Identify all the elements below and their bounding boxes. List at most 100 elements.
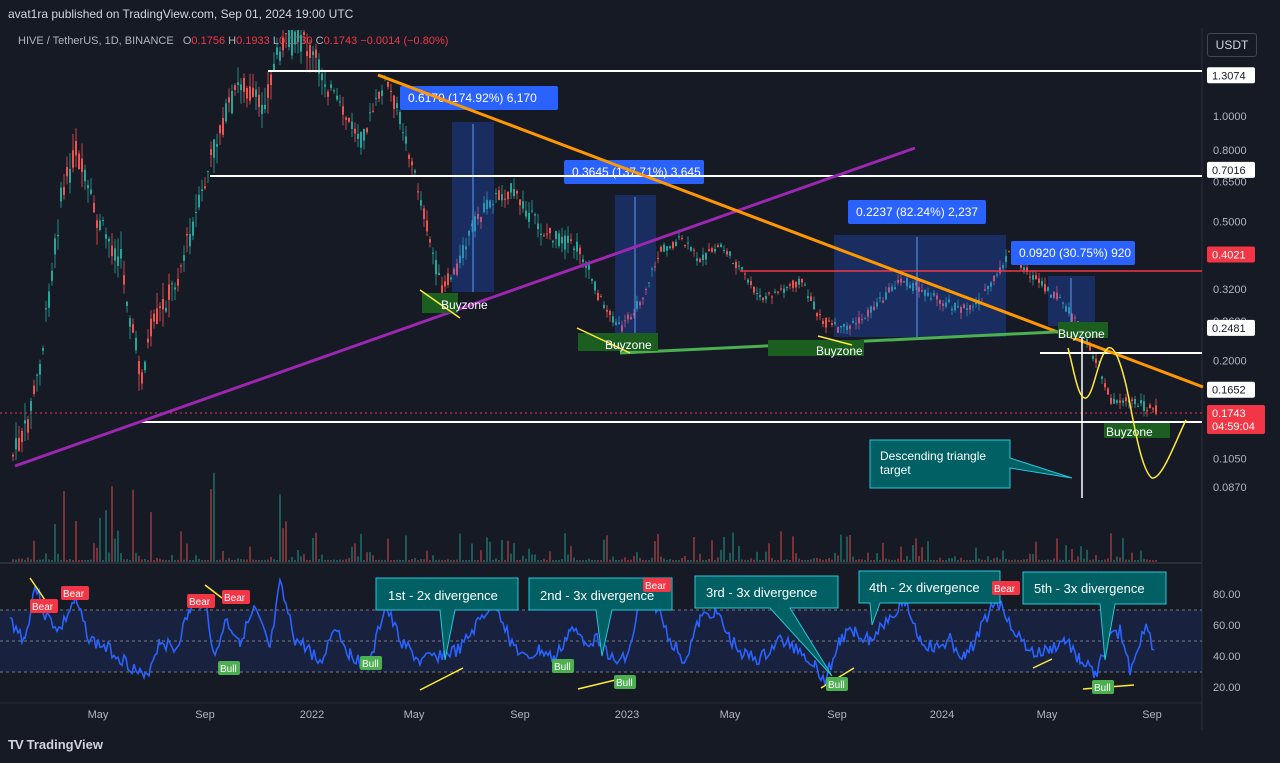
volume-bar bbox=[540, 560, 542, 562]
candle-body bbox=[633, 313, 635, 316]
volume-bar bbox=[111, 486, 113, 562]
candle-body bbox=[1134, 398, 1136, 405]
volume-bar bbox=[459, 533, 461, 562]
tradingview-footer[interactable]: TV TradingView bbox=[8, 737, 103, 752]
volume-bar bbox=[261, 559, 263, 562]
divergence-callout-3[interactable]: 3rd - 3x divergence bbox=[694, 575, 839, 677]
candle-body bbox=[156, 308, 158, 324]
divergence-callout-4[interactable]: 4th - 2x divergence bbox=[858, 570, 1001, 626]
candle-body bbox=[558, 233, 560, 247]
candle-body bbox=[438, 273, 440, 275]
volume-bar bbox=[786, 559, 788, 562]
symbol-name[interactable]: HIVE / TetherUS, 1D, BINANCE bbox=[18, 35, 174, 47]
volume-bar bbox=[495, 558, 497, 562]
candle-body bbox=[507, 191, 509, 200]
divergence-callout-1[interactable]: 1st - 2x divergence bbox=[375, 577, 519, 661]
volume-bar bbox=[507, 540, 509, 562]
volume-bar bbox=[1131, 552, 1133, 562]
volume-bar bbox=[237, 558, 239, 562]
target-callout[interactable]: Descending triangle target bbox=[869, 439, 1073, 489]
purple-trendline[interactable] bbox=[14, 146, 916, 468]
volume-bar bbox=[756, 551, 758, 562]
volume-bar bbox=[606, 535, 608, 562]
price-level-tag-bg bbox=[1207, 319, 1255, 336]
candle-body bbox=[45, 308, 47, 310]
buyzone-4[interactable]: Buyzone bbox=[1058, 322, 1108, 341]
candle-body bbox=[93, 202, 95, 213]
bull-label-1: Bull bbox=[218, 661, 240, 675]
volume-bar bbox=[321, 554, 323, 562]
volume-bar bbox=[144, 558, 146, 562]
price-tick-label: 0.2000 bbox=[1213, 356, 1247, 368]
volume-bar bbox=[993, 558, 995, 562]
candle-body bbox=[273, 63, 275, 71]
volume-bar bbox=[891, 560, 893, 562]
volume-bar bbox=[387, 538, 389, 562]
candle-body bbox=[150, 318, 152, 337]
candle-body bbox=[798, 278, 800, 285]
candle-body bbox=[705, 253, 707, 260]
divergence-callout-2[interactable]: 2nd - 3x divergence bbox=[528, 577, 673, 657]
currency-button[interactable]: USDT bbox=[1207, 33, 1257, 57]
volume-bar bbox=[42, 559, 44, 562]
candle-body bbox=[543, 235, 545, 237]
volume-bar bbox=[1101, 559, 1103, 562]
bear-label-3: Bear bbox=[187, 594, 215, 608]
volume-bar bbox=[510, 553, 512, 562]
candle-body bbox=[1113, 398, 1115, 404]
candle-body bbox=[651, 268, 653, 270]
volume-bar bbox=[864, 559, 866, 562]
candle-body bbox=[888, 287, 890, 293]
volume-bar bbox=[1092, 559, 1094, 562]
volume-bar bbox=[1155, 560, 1157, 562]
buyzone-1[interactable]: Buyzone bbox=[419, 289, 488, 319]
svg-text:Bull: Bull bbox=[1094, 683, 1111, 694]
volume-bar bbox=[354, 543, 356, 562]
buyzone-5[interactable]: Buyzone bbox=[1104, 423, 1170, 439]
measure-box-4[interactable]: 0.0920 (30.75%) 920 bbox=[1011, 241, 1135, 326]
svg-text:3rd - 3x divergence: 3rd - 3x divergence bbox=[706, 585, 817, 600]
projection-curve[interactable] bbox=[1067, 346, 1187, 479]
candle-body bbox=[930, 298, 932, 300]
candle-body bbox=[738, 265, 740, 267]
volume-bar bbox=[1056, 538, 1058, 562]
candle-body bbox=[1131, 399, 1133, 401]
volume-bar bbox=[819, 558, 821, 562]
volume-bar bbox=[1038, 559, 1040, 562]
candle-body bbox=[504, 198, 506, 200]
volume-bar bbox=[57, 553, 59, 562]
volume-bar bbox=[1140, 550, 1142, 562]
divergence-callout-5[interactable]: 5th - 3x divergence bbox=[1022, 571, 1167, 661]
candle-body bbox=[333, 90, 335, 92]
volume-bar bbox=[132, 489, 134, 562]
measure-box-3[interactable]: 0.2237 (82.24%) 2,237 bbox=[834, 200, 1006, 337]
volume-bar bbox=[417, 559, 419, 562]
volume-bar bbox=[939, 557, 941, 562]
volume-bar bbox=[243, 559, 245, 562]
candle-body bbox=[621, 325, 623, 332]
volume-bar bbox=[300, 556, 302, 562]
candle-body bbox=[63, 187, 65, 195]
svg-text:Buyzone: Buyzone bbox=[605, 338, 652, 352]
candle-body bbox=[783, 288, 785, 293]
candle-body bbox=[246, 87, 248, 99]
buyzone-3[interactable]: Buyzone bbox=[768, 335, 864, 358]
candle-body bbox=[471, 223, 473, 227]
measure-box-1[interactable]: 0.6170 (174.92%) 6,170 bbox=[400, 86, 558, 292]
volume-bar bbox=[465, 559, 467, 562]
bear-label-1: Bear bbox=[30, 599, 58, 613]
volume-bar bbox=[513, 543, 515, 562]
volume-bar bbox=[834, 552, 836, 562]
candle-body bbox=[570, 239, 572, 241]
price-tick-label: 0.8000 bbox=[1213, 145, 1247, 157]
time-axis[interactable]: May Sep 2022 May Sep 2023 May Sep 2024 May Sep bbox=[88, 709, 1162, 721]
price-tick-label: 0.1050 bbox=[1213, 454, 1247, 466]
candle-body bbox=[681, 238, 683, 240]
volume-bar bbox=[651, 557, 653, 562]
measure-box-2[interactable]: 0.3645 (137.71%) 3,645 bbox=[564, 160, 704, 342]
svg-text:Bull: Bull bbox=[828, 680, 845, 691]
buyzone-2[interactable]: Buyzone bbox=[576, 327, 658, 354]
candle-body bbox=[285, 33, 287, 35]
candle-body bbox=[657, 257, 659, 259]
